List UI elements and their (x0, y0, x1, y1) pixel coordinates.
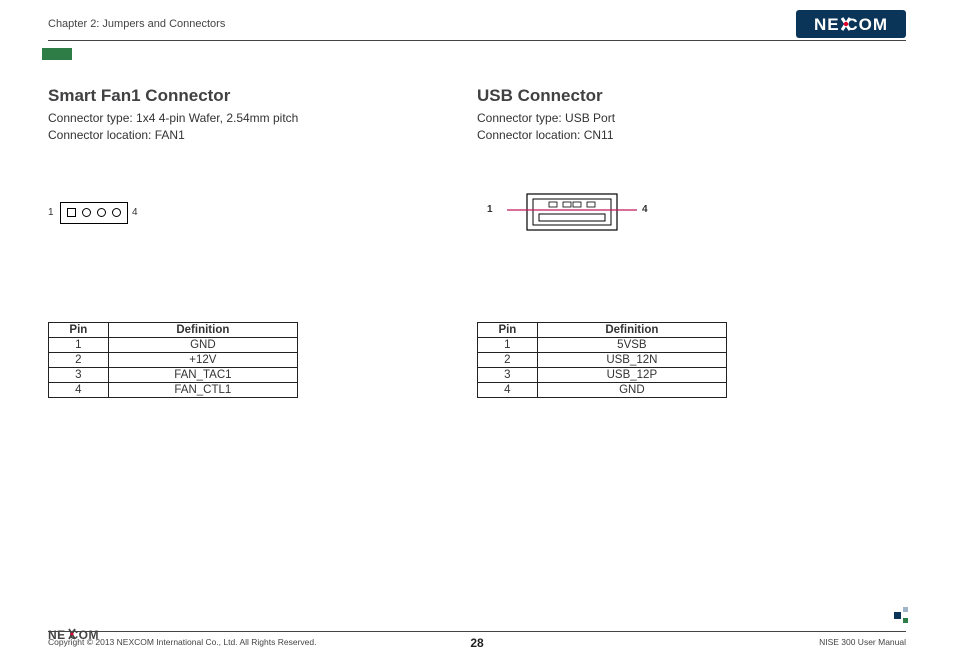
fan-pin4-label: 4 (132, 207, 138, 218)
table-row: 4FAN_CTL1 (49, 382, 298, 397)
th-definition: Definition (108, 322, 297, 337)
table-row: 1GND (49, 337, 298, 352)
left-column: Smart Fan1 Connector Connector type: 1x4… (48, 86, 477, 398)
table-row: 2+12V (49, 352, 298, 367)
table-row: 3FAN_TAC1 (49, 367, 298, 382)
fan-pin-table: Pin Definition 1GND 2+12V 3FAN_TAC1 4FAN… (48, 322, 298, 398)
nexcom-logo-top: NE COM (796, 10, 906, 43)
fan-connector-icon (60, 202, 128, 224)
svg-text:NE COM: NE COM (814, 15, 888, 34)
page-number: 28 (470, 636, 483, 650)
page-header: Chapter 2: Jumpers and Connectors NE COM (0, 0, 954, 45)
fan-diagram: 1 4 (48, 192, 477, 252)
right-column: USB Connector Connector type: USB Port C… (477, 86, 906, 398)
manual-name: NISE 300 User Manual (819, 637, 906, 647)
th-definition: Definition (537, 322, 726, 337)
table-header-row: Pin Definition (478, 322, 727, 337)
th-pin: Pin (478, 322, 538, 337)
fan-connector-title: Smart Fan1 Connector (48, 86, 477, 106)
table-header-row: Pin Definition (49, 322, 298, 337)
usb-connector-title: USB Connector (477, 86, 906, 106)
header-rule (48, 40, 906, 41)
table-row: 2USB_12N (478, 352, 727, 367)
fan-pin1-label: 1 (48, 207, 54, 218)
usb-pin-table: Pin Definition 15VSB 2USB_12N 3USB_12P 4… (477, 322, 727, 398)
usb-pin4-label: 4 (642, 204, 648, 215)
usb-connector-type: Connector type: USB Port (477, 110, 906, 127)
usb-connector-location: Connector location: CN11 (477, 127, 906, 144)
copyright-text: Copyright © 2013 NEXCOM International Co… (48, 637, 316, 647)
th-pin: Pin (49, 322, 109, 337)
table-row: 3USB_12P (478, 367, 727, 382)
table-row: 4GND (478, 382, 727, 397)
fan-connector-location: Connector location: FAN1 (48, 127, 477, 144)
footer-decoration-icon (894, 607, 912, 630)
footer-rule (48, 631, 906, 632)
section-tab (42, 48, 72, 60)
usb-diagram: 1 4 (477, 192, 906, 252)
table-row: 15VSB (478, 337, 727, 352)
content-area: Smart Fan1 Connector Connector type: 1x4… (48, 86, 906, 398)
usb-connector-icon (507, 192, 637, 232)
chapter-title: Chapter 2: Jumpers and Connectors (48, 18, 225, 30)
usb-pin1-label: 1 (487, 204, 493, 215)
fan-connector-type: Connector type: 1x4 4-pin Wafer, 2.54mm … (48, 110, 477, 127)
